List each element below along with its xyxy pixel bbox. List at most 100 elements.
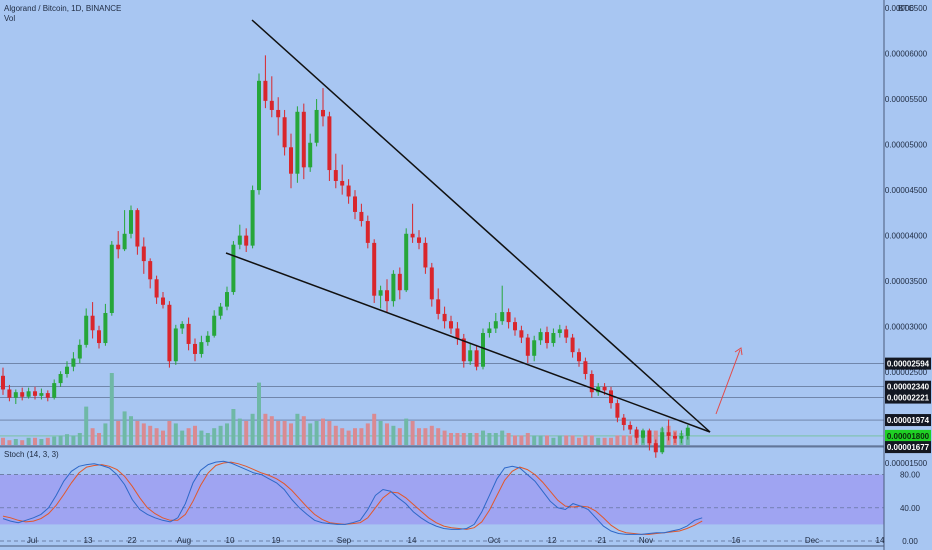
candle-body (365, 221, 370, 243)
volume-bar (468, 433, 473, 445)
candle-body (180, 323, 185, 329)
candle-body (417, 237, 421, 243)
candle-body (244, 235, 249, 246)
candle-body (621, 417, 626, 425)
candle-body (545, 332, 549, 344)
volume-bar (359, 428, 364, 445)
volume-bar (231, 409, 236, 445)
candle-body (58, 373, 63, 384)
candle-body (13, 392, 18, 398)
candle-body (250, 190, 255, 246)
candle-body (90, 315, 95, 331)
price-tick-label: 0.00002500 (885, 368, 928, 377)
wedge-lower-trendline (225, 252, 711, 433)
candle-body (301, 111, 306, 168)
volume-bar (423, 428, 428, 445)
volume-bar (103, 423, 108, 445)
time-tick-label: 14 (876, 536, 885, 545)
volume-bar (513, 435, 517, 445)
candle-body (186, 323, 191, 344)
projection-arrowhead (734, 347, 743, 356)
time-tick-label: 22 (128, 536, 137, 545)
price-tag (885, 391, 931, 404)
volume-bar (141, 423, 146, 445)
candle-body (314, 109, 319, 143)
volume-bar (84, 406, 89, 445)
candle-body (39, 393, 44, 396)
volume-bar (135, 421, 140, 445)
price-tick-label: 0.00003000 (885, 323, 928, 332)
candle-body (647, 430, 652, 444)
candle-body (429, 267, 434, 300)
price-tag-label: 0.00001800 (887, 432, 930, 441)
projection-arrow (715, 349, 741, 415)
volume-bar (186, 428, 191, 445)
volume-bar (321, 418, 325, 445)
candle-body (257, 80, 261, 191)
candle-body (602, 386, 607, 391)
candle-body (103, 312, 108, 344)
candle-body (461, 338, 466, 362)
price-tag-label: 0.00001677 (887, 443, 930, 452)
volume-bar (7, 440, 12, 445)
time-tick-label: 14 (408, 536, 417, 545)
volume-bar (295, 413, 300, 445)
volume-bar (442, 430, 447, 445)
candle-body (609, 390, 613, 404)
candle-body (65, 366, 69, 374)
candle-body (148, 261, 153, 280)
volume-bar (564, 435, 569, 445)
candle-body (589, 373, 594, 393)
candle-body (33, 391, 37, 396)
volume-bar (545, 435, 549, 445)
candle-body (346, 185, 351, 197)
volume-bar (551, 437, 556, 445)
candle-body (289, 147, 293, 174)
stoch-tick-label: 80.00 (900, 471, 921, 480)
volume-bar (180, 430, 185, 445)
volume-bar (653, 430, 658, 445)
candle-body (410, 233, 415, 238)
volume-bar (404, 418, 409, 445)
candle-body (551, 333, 556, 344)
candle-body (500, 312, 505, 322)
candle-body (513, 322, 517, 331)
volume-bar (397, 428, 402, 445)
candle-body (167, 304, 172, 362)
volume-bar (410, 421, 415, 445)
price-tag (885, 441, 931, 454)
candle-body (333, 170, 338, 181)
candle-body (353, 196, 357, 212)
volume-bar (417, 428, 421, 445)
price-tick-label: 0.00006500 (885, 4, 928, 13)
candle-body (423, 242, 428, 268)
candle-body (397, 273, 402, 291)
currency-label: BTC (898, 4, 914, 13)
candle-body (570, 337, 575, 353)
candle-body (577, 352, 581, 362)
volume-bar (378, 421, 383, 445)
volume-bar (20, 440, 25, 445)
volume-bar (333, 425, 338, 445)
volume-bar (129, 416, 133, 445)
price-tag-label: 0.00002221 (887, 394, 930, 403)
stoch-k-line (2, 460, 703, 535)
volume-bar (244, 421, 249, 445)
candle-body (45, 393, 50, 398)
time-tick-label: 16 (732, 536, 741, 545)
volume-bar (519, 435, 524, 445)
candle-body (321, 109, 325, 117)
price-tick-label: 0.00004000 (885, 232, 928, 241)
candle-body (7, 389, 12, 398)
candle-body (231, 244, 236, 293)
candle-body (52, 383, 57, 398)
volume-bar (327, 421, 332, 445)
volume-bar (250, 413, 255, 445)
candle-body (391, 273, 396, 302)
candle-body (455, 328, 460, 339)
candle-body (218, 306, 223, 316)
volume-bar (340, 428, 345, 445)
volume-bar (596, 437, 601, 445)
